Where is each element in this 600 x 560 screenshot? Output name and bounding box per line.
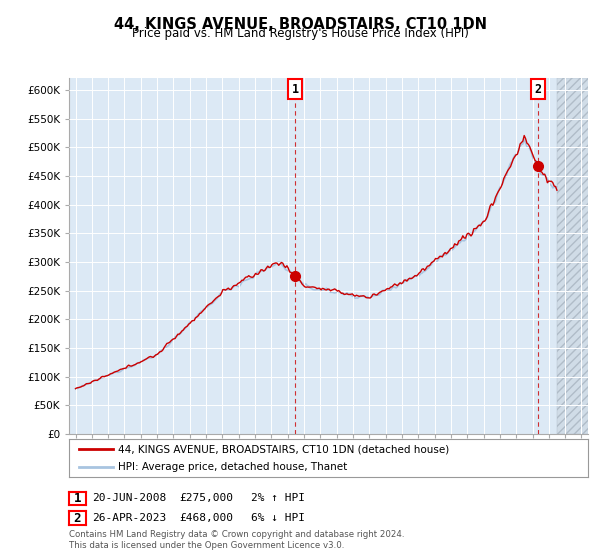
Text: 44, KINGS AVENUE, BROADSTAIRS, CT10 1DN (detached house): 44, KINGS AVENUE, BROADSTAIRS, CT10 1DN …: [118, 444, 449, 454]
Bar: [557, 78, 590, 434]
Text: Contains HM Land Registry data © Crown copyright and database right 2024.
This d: Contains HM Land Registry data © Crown c…: [69, 530, 404, 550]
Text: 1: 1: [292, 82, 299, 96]
Text: Price paid vs. HM Land Registry's House Price Index (HPI): Price paid vs. HM Land Registry's House …: [131, 27, 469, 40]
Text: £275,000: £275,000: [179, 493, 233, 503]
Text: 2: 2: [74, 511, 81, 525]
Text: 20-JUN-2008: 20-JUN-2008: [92, 493, 166, 503]
Text: 26-APR-2023: 26-APR-2023: [92, 513, 166, 523]
Text: 44, KINGS AVENUE, BROADSTAIRS, CT10 1DN: 44, KINGS AVENUE, BROADSTAIRS, CT10 1DN: [113, 17, 487, 32]
Text: 2% ↑ HPI: 2% ↑ HPI: [251, 493, 305, 503]
Text: HPI: Average price, detached house, Thanet: HPI: Average price, detached house, Than…: [118, 462, 347, 472]
Bar: [557, 78, 590, 434]
Text: 1: 1: [74, 492, 81, 505]
Text: £468,000: £468,000: [179, 513, 233, 523]
Text: 6% ↓ HPI: 6% ↓ HPI: [251, 513, 305, 523]
Text: 2: 2: [534, 82, 541, 96]
